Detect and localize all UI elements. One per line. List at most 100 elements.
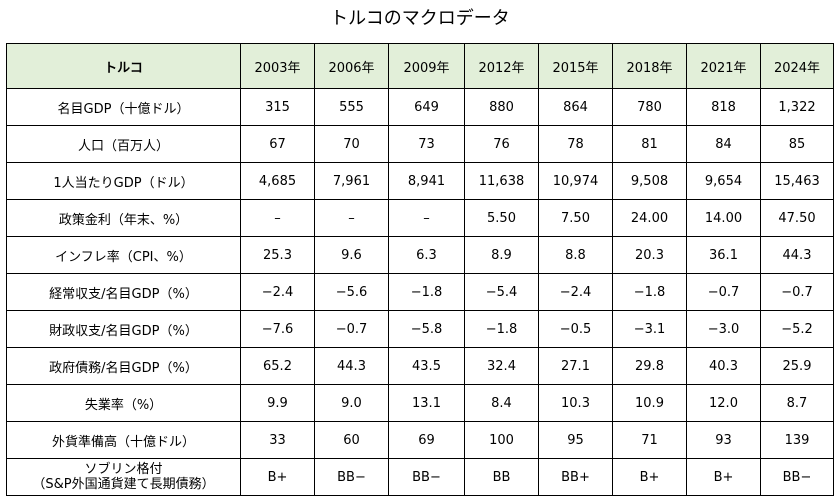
table-cell: −5.8 [388, 310, 465, 348]
table-cell: 29.8 [612, 347, 687, 385]
table-cell: 44.3 [314, 347, 389, 385]
table-cell: 60 [314, 421, 389, 459]
table-cell: 13.1 [388, 384, 465, 422]
table-cell: −1.8 [612, 273, 687, 311]
table-cell: 8.8 [538, 236, 613, 274]
table-cell: 73 [388, 125, 465, 163]
table-cell: 4,685 [240, 162, 315, 200]
table-cell: 15,463 [760, 162, 834, 200]
table-row: インフレ率（CPI、%） 25.3 9.6 6.3 8.9 8.8 20.3 36.1 44.3 [6, 236, 834, 274]
year-header: 2024年 [760, 43, 834, 89]
table-cell: 10,974 [538, 162, 613, 200]
row-label: 外貨準備高（十億ドル） [6, 421, 241, 459]
table-cell: B+ [240, 458, 315, 496]
table-cell: 315 [240, 88, 315, 126]
page-title: トルコのマクロデータ [330, 8, 510, 29]
table-cell: −5.6 [314, 273, 389, 311]
table-cell: 100 [464, 421, 539, 459]
row-label-line1: ソブリン格付 [84, 462, 163, 477]
table-cell: 8,941 [388, 162, 465, 200]
table-cell: −7.6 [240, 310, 315, 348]
table-cell: 81 [612, 125, 687, 163]
table-cell: 139 [760, 421, 834, 459]
row-label: 経常収支/名目GDP（%） [6, 273, 241, 311]
table-cell: −0.7 [760, 273, 834, 311]
table-cell: 32.4 [464, 347, 539, 385]
table-cell: 780 [612, 88, 687, 126]
table-cell: −0.5 [538, 310, 613, 348]
table-cell: B+ [686, 458, 761, 496]
table-cell: −5.2 [760, 310, 834, 348]
table-cell: BB− [388, 458, 465, 496]
table-cell: BB− [314, 458, 389, 496]
table-cell: 9.0 [314, 384, 389, 422]
table-cell: 33 [240, 421, 315, 459]
table-cell: 93 [686, 421, 761, 459]
table-corner-label: トルコ [6, 43, 241, 89]
table-cell: 20.3 [612, 236, 687, 274]
table-cell: −0.7 [686, 273, 761, 311]
table-cell: 1,322 [760, 88, 834, 126]
table-cell: 8.9 [464, 236, 539, 274]
table-cell: 43.5 [388, 347, 465, 385]
table-cell: 11,638 [464, 162, 539, 200]
table-cell: 8.4 [464, 384, 539, 422]
table-cell: 95 [538, 421, 613, 459]
table-cell: 864 [538, 88, 613, 126]
table-cell: −5.4 [464, 273, 539, 311]
table-cell: – [388, 199, 465, 237]
table-cell: 27.1 [538, 347, 613, 385]
table-row: 1人当たりGDP（ドル） 4,685 7,961 8,941 11,638 10,974 9… [6, 162, 834, 200]
table-cell: 9,654 [686, 162, 761, 200]
table-cell: 649 [388, 88, 465, 126]
table-cell: BB+ [538, 458, 613, 496]
year-header: 2006年 [314, 43, 389, 89]
row-label: 失業率（%） [6, 384, 241, 422]
row-label-line2: （S&P外国通貨建て長期債務） [32, 477, 215, 492]
table-cell: 25.9 [760, 347, 834, 385]
table-cell: 7,961 [314, 162, 389, 200]
table-cell: −3.0 [686, 310, 761, 348]
table-cell: 7.50 [538, 199, 613, 237]
table-cell: 10.9 [612, 384, 687, 422]
table-cell: 71 [612, 421, 687, 459]
table-cell: 880 [464, 88, 539, 126]
table-header-row: トルコ 2003年 2006年 2009年 2012年 2015年 2018年 … [6, 43, 834, 89]
table-body: 名目GDP（十億ドル） 315 555 649 880 864 780 818 1,322 人口（… [6, 88, 834, 496]
table-cell: BB− [760, 458, 834, 496]
table-cell: 9.6 [314, 236, 389, 274]
table-cell: 818 [686, 88, 761, 126]
table-cell: −2.4 [240, 273, 315, 311]
year-header: 2003年 [240, 43, 315, 89]
row-label: ソブリン格付 （S&P外国通貨建て長期債務） [6, 458, 241, 496]
table-cell: 76 [464, 125, 539, 163]
table-row: 財政収支/名目GDP（%） −7.6 −0.7 −5.8 −1.8 −0.5 −3.1 −3.… [6, 310, 834, 348]
table-cell: 5.50 [464, 199, 539, 237]
table-cell: B+ [612, 458, 687, 496]
table-row-sovereign-rating: ソブリン格付 （S&P外国通貨建て長期債務） B+ BB− BB− BB BB+ B+ B+ BB… [6, 458, 834, 496]
row-label: 人口（百万人） [6, 125, 241, 163]
table-row: 名目GDP（十億ドル） 315 555 649 880 864 780 818 1,322 [6, 88, 834, 126]
table-cell: 40.3 [686, 347, 761, 385]
row-label: 政策金利（年末、%） [6, 199, 241, 237]
table-cell: −3.1 [612, 310, 687, 348]
table-cell: 69 [388, 421, 465, 459]
table-cell: – [240, 199, 315, 237]
year-header: 2012年 [464, 43, 539, 89]
table-cell: – [314, 199, 389, 237]
table-cell: 47.50 [760, 199, 834, 237]
table-cell: 65.2 [240, 347, 315, 385]
table-row: 政府債務/名目GDP（%） 65.2 44.3 43.5 32.4 27.1 29.8 40.… [6, 347, 834, 385]
table-cell: 14.00 [686, 199, 761, 237]
table-cell: −1.8 [464, 310, 539, 348]
table-cell: 78 [538, 125, 613, 163]
table-cell: BB [464, 458, 539, 496]
year-header: 2018年 [612, 43, 687, 89]
table-cell: −0.7 [314, 310, 389, 348]
table-row: 経常収支/名目GDP（%） −2.4 −5.6 −1.8 −5.4 −2.4 −1.8 −0.… [6, 273, 834, 311]
table-cell: 85 [760, 125, 834, 163]
table-cell: −1.8 [388, 273, 465, 311]
table-cell: 12.0 [686, 384, 761, 422]
table-row: 政策金利（年末、%） – – –5.50 7.50 24.00 14.00 47.50 [6, 199, 834, 237]
table-cell: 36.1 [686, 236, 761, 274]
